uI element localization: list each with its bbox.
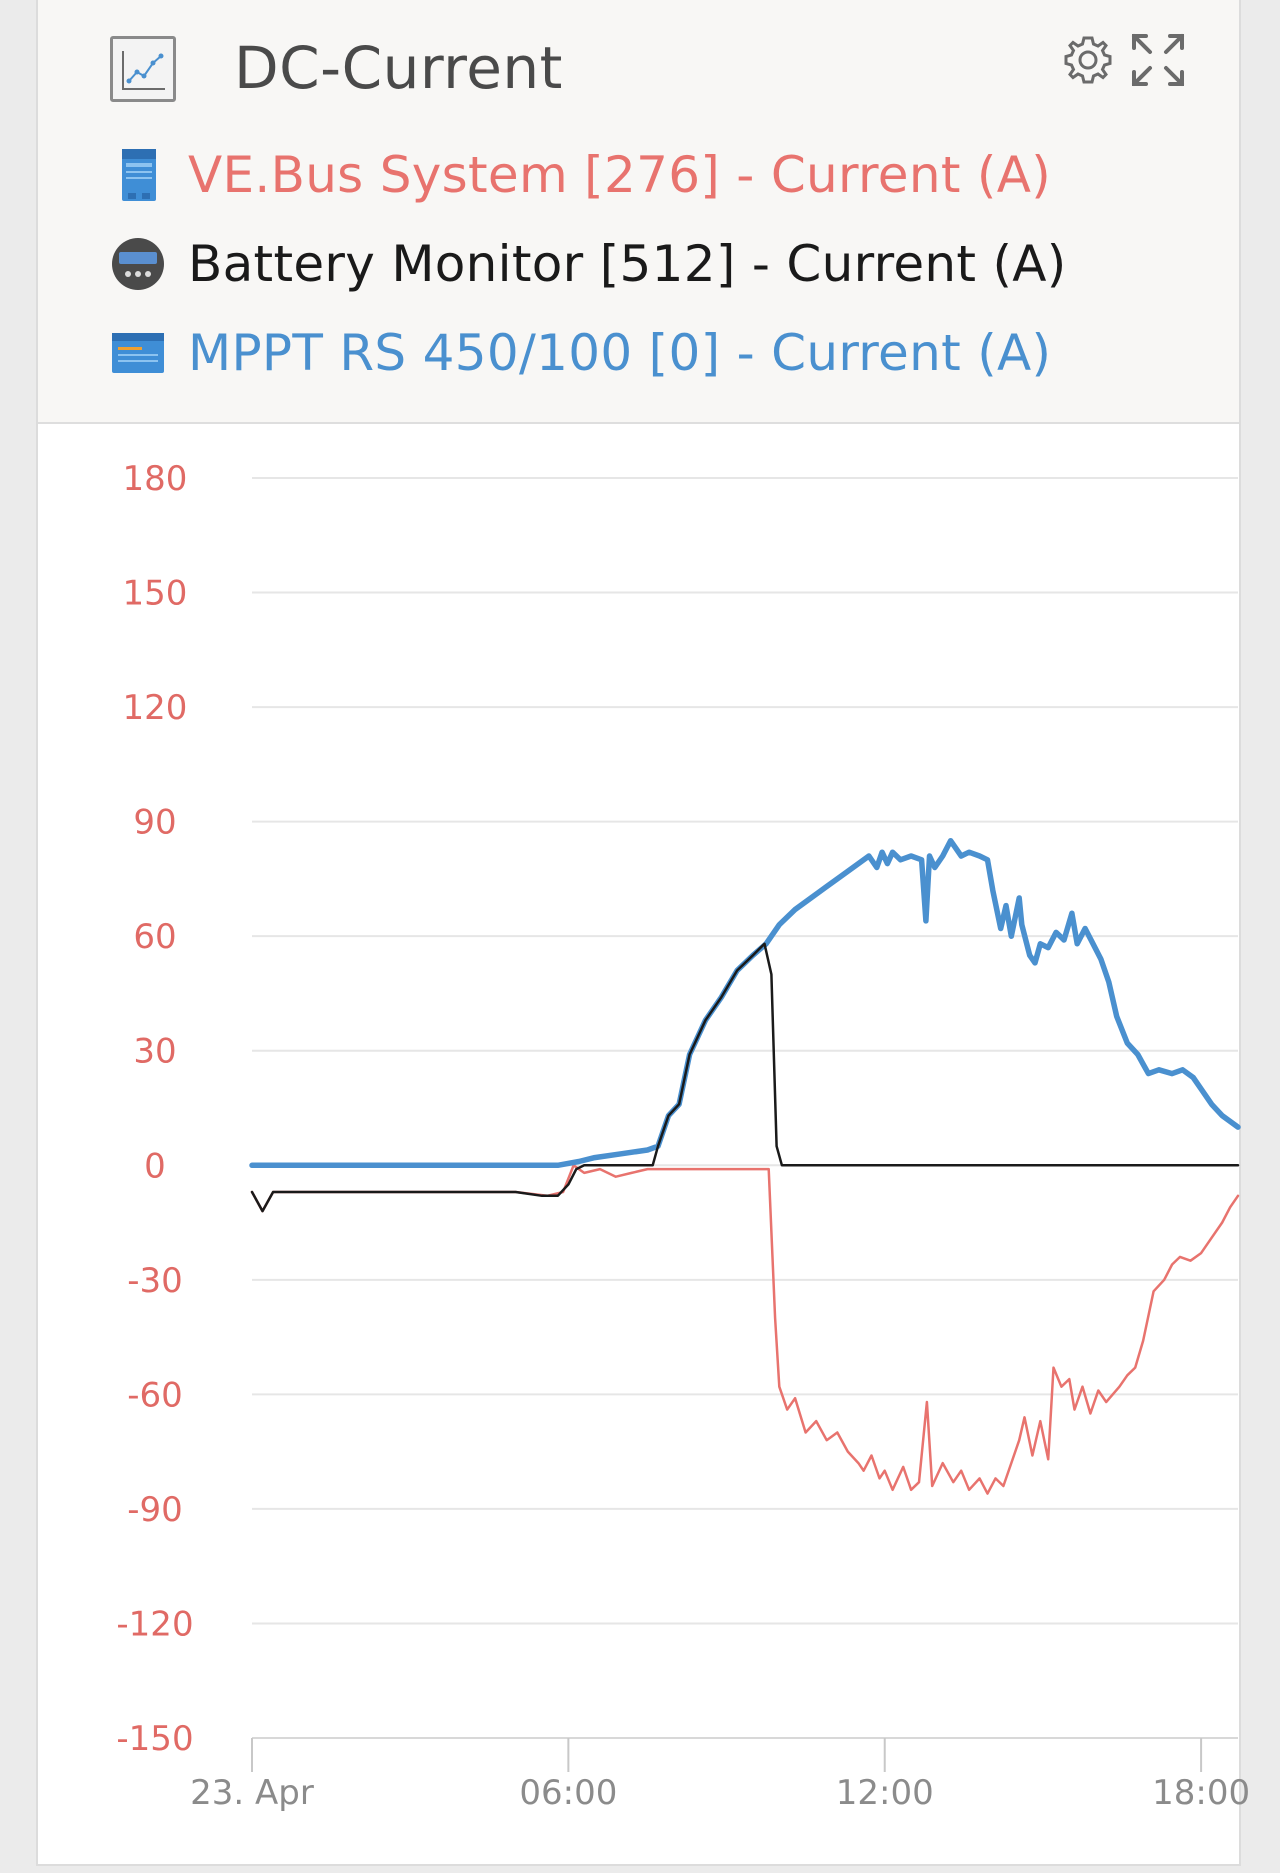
series-line-mppt bbox=[249, 837, 1241, 1169]
gear-icon bbox=[1064, 36, 1112, 84]
series-line-battery-monitor bbox=[250, 942, 1240, 1213]
inverter-device-icon bbox=[122, 149, 156, 201]
solar-charger-device-icon bbox=[112, 333, 164, 373]
series-line-vebus bbox=[250, 1164, 1240, 1495]
battery-monitor-device-icon bbox=[112, 238, 164, 290]
fullscreen-expand-icon bbox=[1132, 34, 1184, 86]
widget-title: DC-Current bbox=[234, 34, 563, 102]
y-tick-label: -150 bbox=[116, 1719, 193, 1759]
widget-header: DC-Current bbox=[38, 0, 1239, 424]
x-tick-label: 06:00 bbox=[519, 1773, 617, 1813]
legend-item-battery-monitor[interactable]: Battery Monitor [512] - Current (A) bbox=[110, 232, 1067, 296]
legend-item-vebus[interactable]: VE.Bus System [276] - Current (A) bbox=[110, 143, 1051, 207]
legend-label-vebus: VE.Bus System [276] - Current (A) bbox=[188, 146, 1052, 204]
x-tick-label: 12:00 bbox=[836, 1773, 934, 1813]
legend-item-mppt[interactable]: MPPT RS 450/100 [0] - Current (A) bbox=[110, 321, 1051, 385]
y-tick-label: -60 bbox=[127, 1375, 183, 1415]
y-tick-label: 30 bbox=[133, 1032, 176, 1072]
y-tick-label: -30 bbox=[127, 1261, 183, 1301]
x-tick-label: 18:00 bbox=[1152, 1773, 1250, 1813]
line-chart-icon bbox=[110, 36, 176, 102]
y-tick-label: 60 bbox=[133, 917, 176, 957]
expand-button[interactable] bbox=[1128, 30, 1188, 90]
legend-label-battery-monitor: Battery Monitor [512] - Current (A) bbox=[188, 235, 1067, 293]
y-tick-label: 90 bbox=[133, 803, 176, 843]
y-tick-label: 150 bbox=[123, 574, 188, 614]
y-tick-label: 180 bbox=[123, 459, 188, 499]
x-tick-label: 23. Apr bbox=[190, 1773, 314, 1813]
dc-current-widget: DC-Current bbox=[36, 0, 1241, 1866]
y-tick-label: -90 bbox=[127, 1490, 183, 1530]
y-tick-label: -120 bbox=[116, 1604, 193, 1644]
y-tick-label: 120 bbox=[123, 688, 188, 728]
legend-label-mppt: MPPT RS 450/100 [0] - Current (A) bbox=[188, 324, 1052, 382]
settings-button[interactable] bbox=[1058, 30, 1118, 90]
y-tick-label: 0 bbox=[144, 1146, 166, 1186]
